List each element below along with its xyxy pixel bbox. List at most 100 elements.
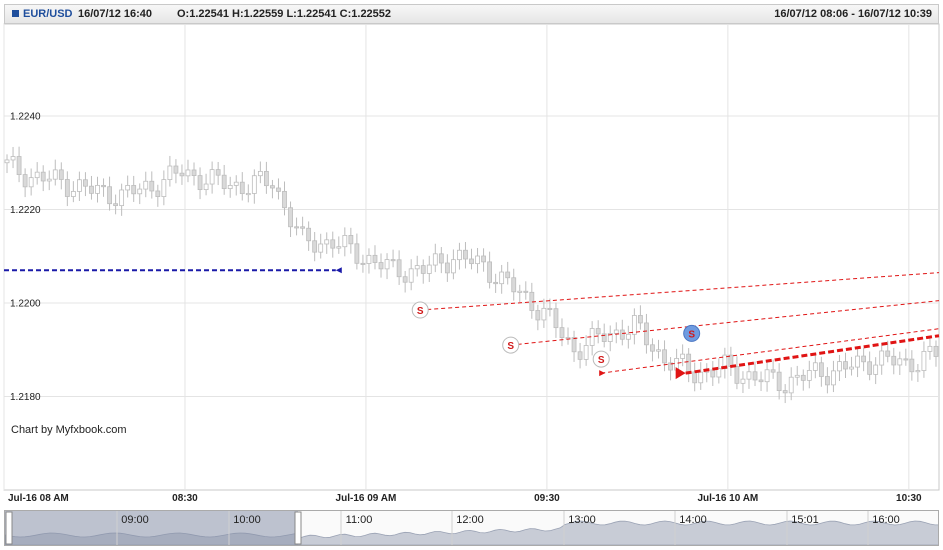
candle-body [215, 169, 221, 176]
candle-body [270, 185, 275, 189]
symbol-marker-icon [12, 10, 19, 17]
candle-body [282, 190, 287, 209]
trend-line [510, 300, 940, 346]
candle-body [481, 255, 486, 263]
candle-body [426, 264, 432, 274]
candle-body [915, 370, 921, 373]
candle-body [469, 258, 474, 265]
candle-body [420, 265, 426, 274]
candle-body [34, 171, 40, 179]
candle-body [541, 307, 547, 321]
candle-body [782, 390, 788, 394]
signal-marker [411, 301, 429, 319]
candle-body [330, 239, 336, 249]
candle-body [264, 170, 269, 187]
candle-body [849, 366, 854, 370]
navigator-label: 13:00 [568, 514, 596, 526]
trend-arrow-icon [599, 370, 606, 377]
candle-body [233, 181, 239, 186]
candle-body [251, 175, 257, 194]
candle-body [686, 353, 692, 373]
candle-body [40, 171, 46, 182]
candle-body [306, 227, 312, 242]
candle-body [10, 156, 16, 161]
candle-body [143, 180, 149, 190]
candle-body [318, 243, 324, 253]
candle-body [70, 191, 76, 197]
navigator-handle-left [5, 511, 13, 545]
candle-body [547, 307, 553, 310]
navigator-chart[interactable]: 09:00 10:00 11:00 12:00 13:00 14:00 15:01 16:00 [5, 511, 939, 545]
candle-body [638, 315, 643, 324]
candle-body [625, 333, 631, 340]
blue-line-arrow-icon [335, 267, 342, 274]
candle-body [52, 169, 58, 180]
navigator-selection [5, 511, 298, 545]
x-tick-label: 09:30 [534, 493, 560, 504]
candle-body [209, 169, 215, 185]
candle-body [239, 181, 245, 195]
candle-body [372, 254, 378, 263]
signal-label: S [507, 341, 514, 352]
candle-body [619, 329, 625, 340]
candle-body [107, 186, 112, 205]
navigator[interactable]: 09:00 10:00 11:00 12:00 13:00 14:00 15:01 16:00 [4, 510, 939, 546]
navigator-handle-right [294, 511, 302, 545]
current-datetime: 16/07/12 16:40 [78, 8, 153, 20]
candle-body [402, 276, 408, 283]
price-chart[interactable]: S S S S 1.2240 1.2220 1.2200 1.2180 Jul-16 08 … [0, 0, 943, 510]
candle-body [438, 253, 444, 264]
signal-label: S [688, 329, 695, 340]
candle-body [28, 177, 34, 188]
signal-label: S [417, 306, 424, 317]
x-tick-label: Jul-16 08 AM [8, 493, 69, 504]
candle-body [613, 329, 619, 334]
candle-body [698, 371, 704, 384]
y-tick-label: 1.2180 [10, 392, 41, 403]
candle-body [692, 371, 698, 384]
candle-body [131, 185, 137, 195]
candle-body [185, 169, 191, 177]
x-tick-label: 10:30 [896, 493, 922, 504]
candle-body [378, 262, 384, 270]
candle-body [451, 259, 456, 274]
candle-body [511, 277, 517, 293]
bold-trend-arrow-icon [675, 367, 686, 380]
signal-marker [683, 324, 701, 342]
candle-body [650, 344, 655, 352]
x-axis: Jul-16 08 AM 08:30 Jul-16 09 AM 09:30 Jul-16… [8, 493, 922, 504]
candle-body [631, 315, 637, 335]
candle-body [843, 361, 848, 370]
candle-body [179, 172, 185, 177]
candle-body [155, 190, 161, 198]
overlays [4, 267, 940, 380]
candle-body [312, 240, 318, 253]
candle-body [716, 368, 722, 378]
navigator-label: 12:00 [456, 514, 484, 526]
candle-body [861, 355, 866, 363]
candle-body [294, 226, 299, 229]
candle-body [788, 376, 794, 394]
candle-body [191, 169, 197, 176]
candle-body [384, 259, 390, 270]
candle-body [487, 261, 492, 283]
candle-body [825, 376, 830, 386]
candle-body [336, 246, 342, 249]
candle-body [921, 351, 927, 371]
candle-body [300, 226, 305, 229]
candle-body [933, 345, 939, 357]
candle-body [734, 366, 740, 384]
grid [3, 24, 939, 490]
candle-body [46, 178, 52, 182]
candle-body [390, 259, 396, 262]
candle-body [831, 370, 836, 386]
candle-body [227, 185, 233, 190]
candle-body [101, 184, 106, 188]
candle-body [463, 249, 468, 260]
candle-body [95, 184, 100, 194]
candle-body [276, 187, 281, 192]
candle-body [257, 170, 263, 177]
candle-body [396, 259, 402, 278]
y-tick-label: 1.2200 [10, 299, 41, 310]
trend-line [420, 272, 940, 311]
